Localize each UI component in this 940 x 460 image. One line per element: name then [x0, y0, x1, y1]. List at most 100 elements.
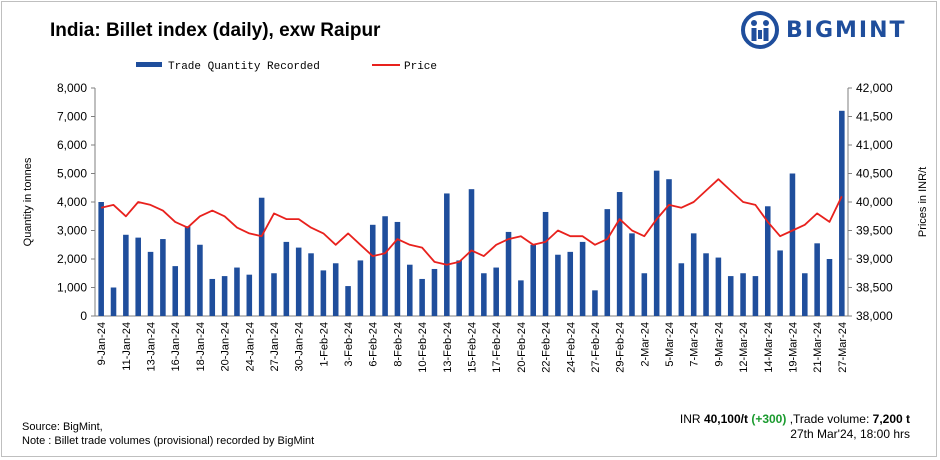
- bar: [727, 276, 734, 316]
- y-tick-label: 1,000: [57, 281, 87, 295]
- y-axis-title: Quantity in tonnes: [22, 157, 34, 246]
- bar: [592, 290, 598, 316]
- bar: [567, 251, 574, 316]
- bar: [468, 189, 475, 316]
- x-tick-label: 7-Mar-24: [689, 322, 701, 367]
- page-title: India: Billet index (daily), exw Raipur: [50, 20, 381, 41]
- x-tick-label: 27-Mar-24: [837, 322, 849, 373]
- y2-tick-label: 42,000: [856, 81, 893, 95]
- x-tick-label: 27-Feb-24: [590, 322, 602, 373]
- bar: [123, 234, 129, 316]
- x-tick-label: 30-Jan-24: [294, 322, 306, 372]
- bar: [740, 273, 746, 316]
- y2-tick-label: 41,000: [856, 138, 893, 152]
- x-tick-label: 21-Mar-24: [812, 322, 824, 373]
- bar: [172, 266, 179, 316]
- bar: [382, 216, 388, 316]
- bar: [666, 179, 672, 316]
- x-tick-label: 24-Feb-24: [565, 322, 577, 373]
- bar: [221, 276, 228, 316]
- x-tick-label: 14-Mar-24: [763, 322, 775, 373]
- x-tick-label: 19-Mar-24: [788, 322, 800, 373]
- y2-tick-label: 40,000: [856, 195, 893, 209]
- bar: [678, 263, 685, 316]
- bar: [209, 278, 216, 316]
- x-tick-label: 10-Feb-24: [417, 322, 429, 373]
- note-text: Note : Billet trade volumes (provisional…: [22, 435, 315, 447]
- y2-axis-title: Prices in INR/t: [917, 167, 929, 237]
- x-tick-label: 20-Jan-24: [220, 322, 232, 372]
- bar: [752, 276, 759, 316]
- y-tick-label: 4,000: [57, 195, 87, 209]
- bar: [555, 254, 561, 316]
- bar: [295, 247, 302, 316]
- x-tick-label: 13-Feb-24: [442, 322, 454, 373]
- y-tick-label: 0: [80, 309, 87, 323]
- x-tick-label: 5-Mar-24: [664, 322, 676, 367]
- bar: [690, 233, 697, 316]
- bar: [444, 193, 450, 316]
- brand-icon: [741, 11, 779, 49]
- y2-tick-label: 39,000: [856, 252, 893, 266]
- bar: [320, 270, 327, 316]
- bar: [703, 253, 709, 316]
- bar: [271, 273, 277, 316]
- y2-tick-label: 38,500: [856, 281, 893, 295]
- y-tick-label: 6,000: [57, 138, 87, 152]
- bar: [505, 231, 512, 316]
- x-tick-label: 20-Feb-24: [516, 322, 528, 373]
- y2-tick-label: 39,500: [856, 224, 893, 238]
- y-tick-label: 3,000: [57, 224, 87, 238]
- source-text: Source: BigMint,: [22, 421, 103, 433]
- bar: [234, 267, 240, 316]
- bar: [357, 260, 364, 316]
- x-tick-label: 9-Jan-24: [96, 322, 108, 365]
- bar: [493, 267, 499, 316]
- x-tick-label: 17-Feb-24: [491, 322, 503, 373]
- x-tick-label: 13-Jan-24: [146, 322, 158, 372]
- brand-logo: BIGMINT: [740, 10, 930, 50]
- x-tick-label: 27-Jan-24: [269, 322, 281, 372]
- price-summary: INR 40,100/t (+300) ,Trade volume: 7,200…: [680, 412, 910, 442]
- x-tick-label: 12-Mar-24: [738, 322, 750, 373]
- bar: [147, 251, 154, 316]
- x-tick-label: 18-Jan-24: [195, 322, 207, 372]
- bar: [653, 170, 660, 316]
- bar: [431, 268, 438, 316]
- bar: [604, 209, 611, 316]
- bar: [764, 206, 771, 316]
- bar: [246, 274, 253, 316]
- x-tick-label: 22-Feb-24: [541, 322, 553, 373]
- footer-notes: Source: BigMint, Note : Billet trade vol…: [22, 420, 314, 448]
- x-tick-label: 2-Mar-24: [639, 322, 651, 367]
- legend-bar-label: Trade Quantity Recorded: [168, 61, 320, 73]
- x-tick-label: 29-Feb-24: [615, 322, 627, 373]
- x-tick-label: 1-Feb-24: [318, 322, 330, 367]
- timestamp: 27th Mar'24, 18:00 hrs: [790, 427, 910, 441]
- y2-tick-label: 41,500: [856, 110, 893, 124]
- bar: [826, 259, 833, 316]
- y-tick-label: 5,000: [57, 167, 87, 181]
- bar: [283, 241, 290, 316]
- bar: [641, 273, 648, 316]
- volume-label: ,Trade volume:: [789, 412, 870, 426]
- x-tick-label: 15-Feb-24: [467, 322, 479, 373]
- bar: [394, 221, 401, 316]
- bar: [197, 244, 203, 316]
- x-tick-label: 11-Jan-24: [121, 322, 133, 371]
- x-tick-label: 16-Jan-24: [170, 322, 182, 372]
- bar: [715, 257, 722, 316]
- bar: [110, 287, 117, 316]
- bar: [419, 278, 425, 316]
- price-change: (+300): [751, 412, 787, 426]
- bar: [332, 263, 339, 316]
- y-tick-label: 7,000: [57, 110, 87, 124]
- x-tick-label: 3-Feb-24: [343, 322, 355, 367]
- bar: [802, 273, 808, 316]
- x-tick-label: 8-Feb-24: [392, 322, 404, 367]
- bar: [481, 273, 487, 316]
- x-tick-label: 6-Feb-24: [368, 322, 380, 367]
- bar: [629, 233, 635, 316]
